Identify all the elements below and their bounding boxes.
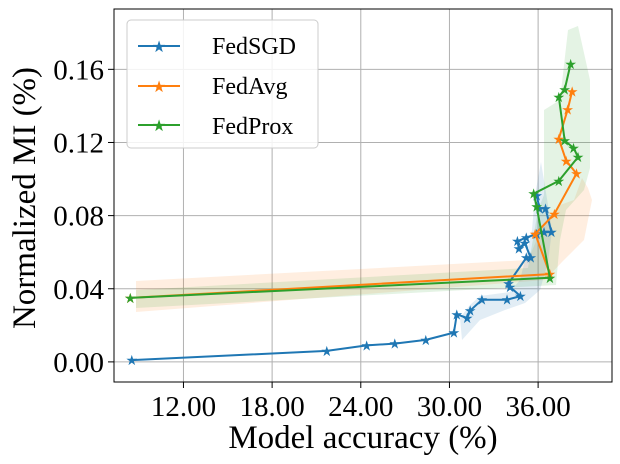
data-point-fedavg: ★: [548, 207, 561, 223]
data-point-fedsgd: ★: [545, 225, 558, 241]
x-tick-label: 30.00: [417, 391, 482, 423]
data-point-fedsgd: ★: [461, 311, 474, 327]
y-tick-label: 0.04: [53, 274, 104, 306]
legend-label-fedprox: FedProx: [212, 114, 293, 140]
data-point-fedsgd: ★: [520, 231, 533, 247]
data-point-fedavg: ★: [566, 84, 579, 100]
y-tick-label: 0.08: [53, 201, 104, 233]
data-point-fedsgd: ★: [539, 201, 552, 217]
data-point-fedsgd: ★: [504, 280, 517, 296]
data-point-fedavg: ★: [560, 154, 573, 170]
data-point-fedprox: ★: [124, 291, 137, 307]
data-point-fedsgd: ★: [464, 304, 477, 320]
data-point-fedprox: ★: [553, 174, 566, 190]
data-point-fedavg: ★: [124, 291, 137, 307]
series-line-fedprox: [130, 63, 579, 299]
data-point-fedsgd: ★: [125, 353, 138, 369]
legend-marker-fedavg: ★: [152, 77, 166, 96]
axes: 12.00 18.00 24.00 30.00 36.00 0.00 0.04 0.08 0.1…: [53, 8, 613, 423]
data-point-fedsgd: ★: [513, 242, 526, 258]
legend: ★ FedSGD ★ FedAvg ★ FedProx: [126, 19, 319, 149]
plot-frame: [113, 8, 613, 383]
data-point-fedsgd: ★: [321, 344, 334, 360]
data-point-fedprox: ★: [572, 150, 585, 166]
data-point-fedsgd: ★: [514, 289, 527, 305]
data-point-fedsgd: ★: [519, 236, 532, 252]
x-tick-label: 24.00: [328, 391, 393, 423]
data-point-fedsgd: ★: [360, 338, 373, 354]
legend-label-fedavg: FedAvg: [212, 74, 288, 100]
data-point-fedavg: ★: [529, 227, 542, 243]
fedprox-band: [136, 26, 590, 308]
data-point-fedavg: ★: [570, 167, 583, 183]
data-point-fedprox: ★: [544, 271, 557, 287]
data-point-fedprox: ★: [558, 134, 571, 150]
data-point-fedsgd: ★: [520, 251, 533, 267]
data-point-fedsgd: ★: [420, 333, 433, 349]
data-point-fedsgd: ★: [524, 251, 537, 267]
y-tick-label: 0.12: [53, 127, 104, 159]
data-point-fedsgd: ★: [530, 189, 543, 205]
data-point-fedsgd: ★: [451, 307, 464, 323]
data-point-fedsgd: ★: [511, 234, 524, 250]
data-point-fedprox: ★: [527, 187, 540, 203]
data-point-fedsgd: ★: [501, 293, 514, 309]
data-point-fedavg: ★: [561, 103, 574, 119]
x-axis-label: Model accuracy (%): [228, 420, 497, 456]
data-point-fedavg: ★: [553, 132, 566, 148]
legend-label-fedsgd: FedSGD: [212, 34, 296, 60]
x-tick-label: 18.00: [239, 391, 304, 423]
y-tick-label: 0.16: [53, 54, 104, 86]
data-point-fedprox: ★: [564, 57, 577, 73]
data-point-fedprox: ★: [558, 82, 571, 98]
x-tick-label: 36.00: [505, 391, 570, 423]
data-point-fedsgd: ★: [476, 293, 489, 309]
legend-marker-fedprox: ★: [152, 116, 166, 135]
y-tick-label: 0.00: [53, 347, 104, 379]
data-point-fedprox: ★: [567, 141, 580, 157]
data-point-fedprox: ★: [530, 199, 543, 215]
y-axis-label: Normalized MI (%): [7, 67, 43, 329]
x-tick-label: 12.00: [151, 391, 216, 423]
legend-marker-fedsgd: ★: [152, 37, 166, 56]
fedsgd-band: [460, 162, 552, 340]
series: ★★ ★ ★ ★ ★★★★★ ★ ★★★★★★★★★★★★★★★★★★★★★★★★★★★★★…: [124, 57, 584, 369]
data-point-fedsgd: ★: [448, 326, 461, 342]
series-line-fedavg: [130, 91, 578, 299]
data-point-fedprox: ★: [553, 90, 566, 106]
data-point-fedsgd: ★: [388, 337, 401, 353]
legend-box: [126, 19, 319, 149]
data-point-fedsgd: ★: [530, 227, 543, 243]
series-line-fedsgd: [131, 195, 553, 362]
